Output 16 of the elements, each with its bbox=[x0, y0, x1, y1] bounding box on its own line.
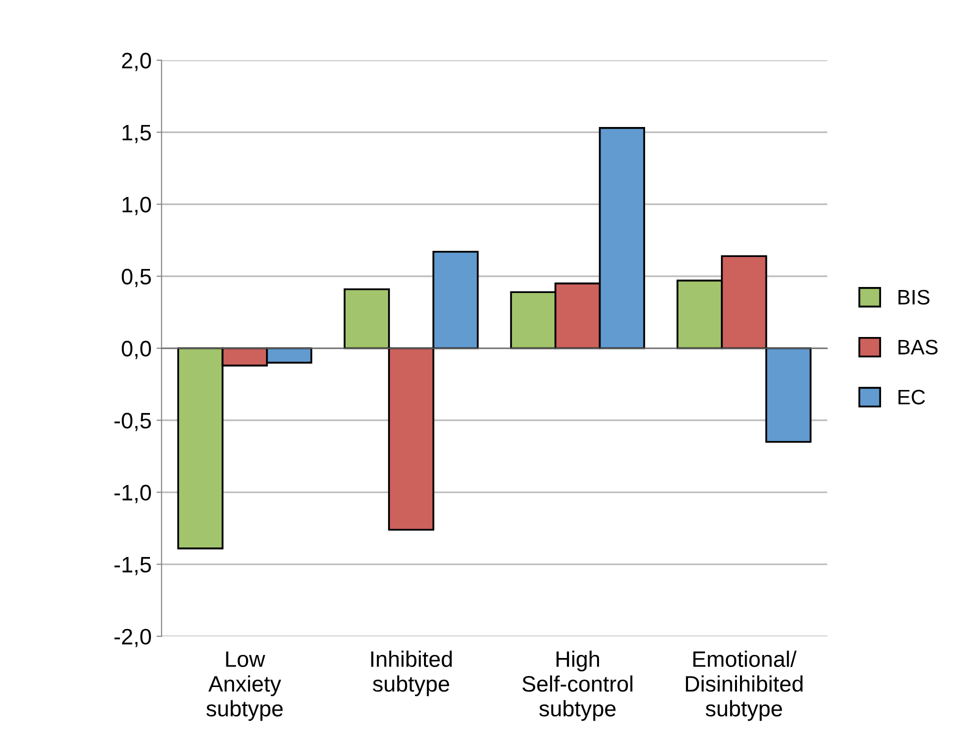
legend-label: BAS bbox=[898, 340, 938, 355]
y-tick-label: 1,5 bbox=[122, 125, 151, 144]
x-tick-label: Emotional/ Disinihibited subtype bbox=[686, 650, 803, 721]
y-tick-label: 0,0 bbox=[122, 340, 151, 360]
x-tick-label: Low Anxiety subtype bbox=[206, 652, 283, 721]
legend-label: EC bbox=[898, 390, 925, 404]
x-tick-label: High Self-control subtype bbox=[522, 650, 632, 721]
y-tick-label: -1,0 bbox=[114, 484, 151, 504]
y-tick-label: 1,0 bbox=[122, 196, 151, 216]
y-tick-label: -1,5 bbox=[114, 557, 151, 576]
y-tick-label: -0,5 bbox=[114, 412, 151, 432]
y-tick-label: 2,0 bbox=[122, 52, 151, 72]
y-tick-label: 0,5 bbox=[122, 268, 151, 288]
y-tick-label: -2,0 bbox=[114, 628, 151, 648]
x-tick-label: Inhibited subtype bbox=[371, 650, 452, 696]
legend-label: BIS bbox=[898, 290, 930, 305]
